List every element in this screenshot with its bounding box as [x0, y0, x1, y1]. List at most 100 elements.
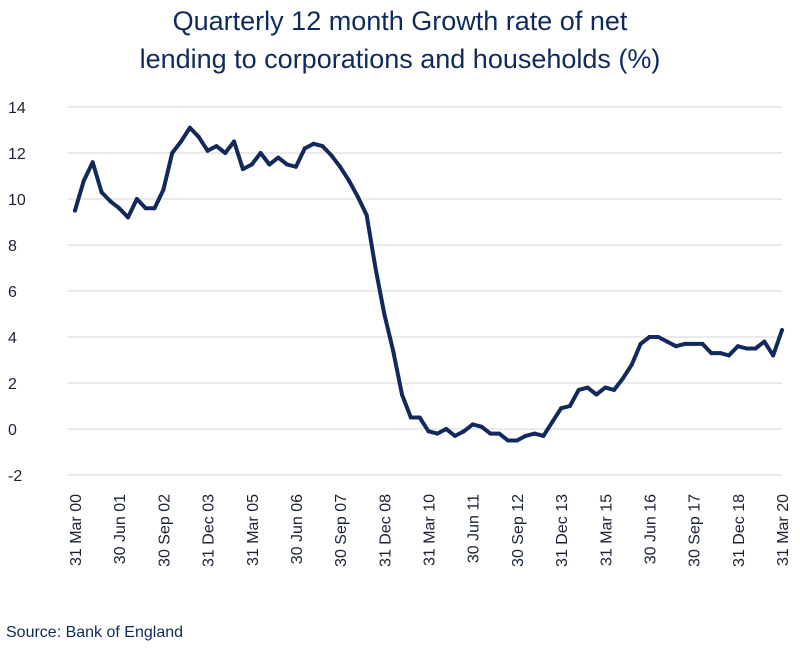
x-tick-label: 30 Sep 17: [687, 494, 704, 567]
data-point: [338, 164, 343, 169]
data-point: [240, 167, 245, 172]
x-tick-label: 30 Jun 01: [112, 494, 129, 564]
data-point: [567, 404, 572, 408]
series-line: [73, 125, 784, 443]
x-tick-label: 31 Dec 03: [201, 494, 218, 567]
data-point: [594, 392, 599, 397]
data-point: [541, 433, 546, 438]
data-point: [735, 344, 740, 349]
x-tick-label: 30 Sep 02: [156, 494, 173, 567]
data-point: [550, 420, 555, 425]
data-point: [638, 341, 643, 346]
data-point: [187, 125, 192, 130]
x-tick-label: 30 Jun 06: [289, 494, 306, 564]
data-point: [302, 146, 307, 151]
x-tick-label: 30 Sep 07: [333, 494, 350, 567]
data-point: [461, 429, 466, 434]
data-point: [364, 213, 369, 218]
y-tick-label: 4: [8, 330, 17, 347]
data-point: [134, 197, 139, 201]
y-tick-label: -2: [8, 468, 22, 485]
data-point: [691, 341, 696, 346]
data-point: [718, 351, 723, 356]
x-tick-label: 31 Mar 15: [598, 494, 615, 566]
data-point: [355, 194, 360, 199]
y-tick-label: 12: [8, 146, 26, 163]
x-tick-label: 30 Jun 16: [642, 494, 659, 564]
data-point: [285, 162, 290, 167]
data-point: [532, 431, 537, 436]
data-point: [673, 344, 678, 349]
y-tick-label: 6: [8, 284, 17, 301]
y-tick-label: 2: [8, 376, 17, 393]
x-tick-label: 31 Mar 00: [68, 494, 85, 566]
data-point: [647, 335, 652, 339]
x-tick-label: 31 Mar 10: [422, 494, 439, 566]
x-tick-label: 31 Dec 13: [554, 494, 571, 567]
data-point: [603, 385, 608, 390]
data-point: [214, 144, 219, 149]
data-point: [559, 406, 564, 411]
data-point: [488, 431, 493, 436]
data-point: [744, 346, 749, 351]
data-point: [629, 362, 634, 367]
data-point: [126, 215, 131, 220]
data-point: [656, 335, 661, 339]
chart-title-line-2: lending to corporations and households (…: [139, 44, 661, 74]
data-point: [152, 206, 157, 211]
x-tick-label: 31 Mar 20: [775, 494, 792, 566]
data-point: [709, 351, 714, 356]
data-point: [346, 178, 351, 183]
y-tick-label: 10: [8, 192, 26, 209]
data-point: [276, 155, 281, 160]
x-tick-label: 30 Jun 11: [466, 494, 483, 563]
data-point: [99, 190, 104, 195]
data-point: [170, 151, 175, 155]
data-point: [780, 328, 784, 333]
data-points: [73, 125, 784, 443]
data-point: [417, 415, 422, 420]
data-point: [90, 160, 95, 165]
data-point: [232, 139, 237, 144]
data-point: [612, 387, 617, 392]
data-point: [399, 392, 404, 397]
data-point: [179, 139, 184, 144]
data-point: [293, 164, 298, 169]
data-point: [196, 134, 201, 139]
data-point: [329, 153, 334, 158]
data-point: [435, 431, 440, 436]
data-point: [585, 385, 590, 390]
data-point: [665, 339, 670, 344]
data-point: [408, 415, 413, 420]
data-point: [479, 424, 484, 429]
data-point: [523, 433, 528, 438]
data-point: [771, 353, 776, 358]
data-point: [576, 387, 581, 392]
grid-lines: [68, 106, 782, 476]
chart-title-line-1: Quarterly 12 month Growth rate of net: [172, 6, 628, 36]
chart-title: Quarterly 12 month Growth rate of net le…: [0, 2, 800, 78]
data-point: [453, 433, 458, 438]
data-point: [205, 148, 210, 153]
data-point: [143, 206, 148, 211]
x-tick-label: 30 Sep 12: [510, 494, 527, 567]
x-axis-tick-labels: 31 Mar 00 30 Jun 01 30 Sep 02 31 Dec 03 31 M…: [68, 494, 792, 567]
data-point: [700, 341, 705, 346]
source-note: Source: Bank of England: [6, 624, 184, 641]
data-point: [382, 312, 387, 316]
data-point: [223, 151, 228, 155]
data-point: [753, 346, 758, 351]
data-point: [391, 348, 396, 353]
y-tick-label: 8: [8, 238, 17, 255]
data-point: [81, 178, 86, 183]
y-tick-label: 0: [8, 422, 17, 439]
x-tick-label: 31 Dec 08: [377, 494, 394, 567]
data-point: [373, 266, 378, 270]
data-point: [249, 162, 254, 167]
data-point: [470, 422, 475, 427]
data-point: [506, 438, 511, 443]
data-point: [73, 208, 77, 213]
x-tick-label: 31 Mar 05: [245, 494, 262, 566]
data-point: [117, 206, 122, 211]
y-axis-tick-labels: -2 0 2 4 6 8 10 12 14: [8, 100, 26, 485]
